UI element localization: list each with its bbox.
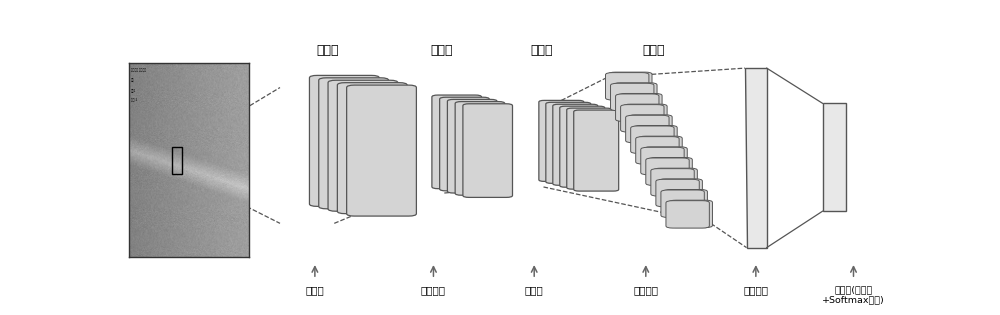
Text: 卷积层: 卷积层: [306, 285, 324, 295]
FancyBboxPatch shape: [567, 108, 612, 189]
FancyBboxPatch shape: [624, 104, 667, 132]
FancyBboxPatch shape: [631, 126, 674, 153]
FancyBboxPatch shape: [455, 102, 505, 195]
FancyBboxPatch shape: [626, 115, 669, 143]
FancyBboxPatch shape: [644, 147, 687, 174]
FancyBboxPatch shape: [666, 201, 709, 228]
Text: 降采样层: 降采样层: [421, 285, 446, 295]
FancyBboxPatch shape: [546, 102, 591, 183]
FancyBboxPatch shape: [659, 179, 702, 206]
FancyBboxPatch shape: [319, 78, 388, 209]
FancyBboxPatch shape: [614, 83, 657, 110]
Text: 特征图: 特征图: [430, 44, 452, 57]
Polygon shape: [822, 103, 846, 211]
Text: 输出层(全连接
+Softmax激活): 输出层(全连接 +Softmax激活): [822, 285, 885, 305]
FancyBboxPatch shape: [539, 100, 584, 181]
Polygon shape: [745, 68, 767, 248]
Text: 卷积层: 卷积层: [525, 285, 544, 295]
FancyBboxPatch shape: [654, 168, 697, 196]
FancyBboxPatch shape: [651, 169, 694, 196]
FancyBboxPatch shape: [463, 104, 512, 198]
FancyBboxPatch shape: [656, 179, 699, 207]
FancyBboxPatch shape: [664, 190, 707, 217]
FancyBboxPatch shape: [669, 200, 712, 228]
FancyBboxPatch shape: [347, 85, 416, 216]
FancyBboxPatch shape: [609, 72, 652, 100]
FancyBboxPatch shape: [447, 100, 497, 193]
Text: 特征图: 特征图: [642, 44, 665, 57]
FancyBboxPatch shape: [629, 115, 672, 142]
FancyBboxPatch shape: [560, 106, 605, 187]
FancyBboxPatch shape: [646, 158, 689, 186]
FancyBboxPatch shape: [661, 190, 704, 217]
Text: 特征图: 特征图: [317, 44, 339, 57]
FancyBboxPatch shape: [337, 83, 407, 214]
FancyBboxPatch shape: [634, 125, 677, 153]
FancyBboxPatch shape: [553, 104, 598, 185]
FancyBboxPatch shape: [432, 95, 482, 189]
FancyBboxPatch shape: [649, 158, 692, 185]
FancyBboxPatch shape: [619, 94, 662, 121]
Text: 降采样层: 降采样层: [633, 285, 658, 295]
FancyBboxPatch shape: [639, 136, 682, 163]
FancyBboxPatch shape: [309, 75, 379, 206]
FancyBboxPatch shape: [574, 110, 619, 191]
FancyBboxPatch shape: [616, 94, 659, 121]
Text: 特征图: 特征图: [531, 44, 553, 57]
FancyBboxPatch shape: [641, 147, 684, 175]
Text: 全连接层: 全连接层: [743, 285, 768, 295]
FancyBboxPatch shape: [621, 105, 664, 132]
FancyBboxPatch shape: [636, 137, 679, 164]
FancyBboxPatch shape: [611, 83, 654, 111]
FancyBboxPatch shape: [606, 72, 649, 100]
FancyBboxPatch shape: [440, 97, 489, 191]
FancyBboxPatch shape: [328, 80, 398, 211]
